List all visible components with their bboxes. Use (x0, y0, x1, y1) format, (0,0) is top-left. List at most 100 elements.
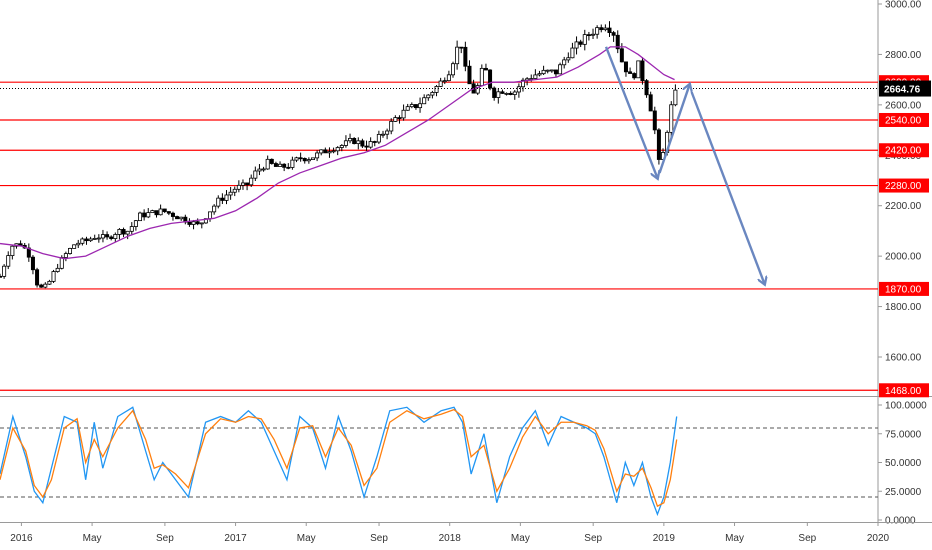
candle-body (236, 184, 241, 190)
candle-body (558, 64, 563, 75)
candle-body (413, 104, 418, 109)
level-price-tag (879, 143, 929, 158)
candle-body (422, 97, 427, 105)
candle-body (595, 27, 600, 35)
candle-body (199, 222, 204, 225)
candle-body (76, 242, 81, 246)
candle-body (265, 158, 270, 170)
candle-body (591, 33, 596, 36)
candle-body (673, 89, 678, 106)
candle-body (315, 152, 320, 159)
candle-body (290, 159, 295, 168)
projection-arrow[interactable] (690, 91, 765, 284)
candle-body (10, 245, 15, 257)
level-price-tag (879, 178, 929, 193)
time-tick-label: 2020 (867, 533, 890, 544)
projection-arrow[interactable] (658, 85, 690, 174)
candle-body (117, 229, 122, 235)
osc-tick-label: 100.0000 (885, 401, 927, 412)
candle-body (603, 27, 608, 31)
candle-body (418, 103, 423, 109)
candle-body (100, 234, 105, 239)
candle-body (220, 197, 225, 201)
candle-body (356, 140, 361, 145)
candle-body (68, 248, 73, 254)
candle-body (257, 168, 262, 172)
candle-body (376, 133, 381, 143)
candle-body (232, 188, 237, 193)
price-tick-label: 3000.00 (885, 0, 922, 11)
candle-body (640, 60, 645, 82)
candle-body (541, 69, 546, 75)
candle-body (582, 34, 587, 45)
level-price-label: 1468.00 (885, 386, 922, 397)
price-pane[interactable]: 3000.002800.002600.002400.002200.002000.… (0, 0, 932, 522)
moving-average-line[interactable] (0, 46, 675, 260)
candle-body (331, 150, 336, 153)
candle-body (570, 47, 575, 59)
projection-arrow[interactable] (604, 46, 657, 178)
candle-body (492, 87, 497, 98)
level-price-label: 2280.00 (885, 181, 922, 192)
candle-body (6, 255, 11, 267)
candle-body (92, 238, 97, 240)
candle-body (158, 208, 163, 216)
candle-body (212, 205, 217, 213)
candle-body (245, 182, 250, 186)
candle-body (129, 226, 134, 232)
candle-body (323, 149, 328, 154)
candle-body (599, 27, 604, 31)
candle-body (352, 137, 357, 145)
stochastic-d-line[interactable] (0, 408, 678, 508)
oscillator-pane[interactable]: 100.0000 75.0000 50.0000 25.0000 0.0000 (0, 401, 927, 527)
time-tick-label: Sep (370, 533, 388, 544)
candle-body (319, 149, 324, 154)
time-tick-label: Sep (584, 533, 602, 544)
candle-body (273, 163, 278, 167)
candle-body (463, 46, 468, 67)
candle-body (150, 210, 155, 214)
time-tick-label: 2019 (653, 533, 676, 544)
level-price-tag (879, 383, 929, 398)
time-tick-label: Sep (798, 533, 816, 544)
candle-body (521, 79, 526, 88)
candle-body (39, 284, 44, 288)
osc-tick-label: 0.0000 (885, 516, 916, 527)
candle-body (63, 253, 68, 258)
candle-body (607, 27, 612, 34)
candle-body (574, 41, 579, 49)
candle-body (533, 74, 538, 79)
candle-body (339, 145, 344, 148)
candle-body (467, 65, 472, 85)
candle-body (105, 234, 110, 238)
current-price-tag (879, 80, 931, 97)
candle-body (652, 110, 657, 131)
candle-body (302, 158, 307, 162)
current-price-label: 2664.76 (884, 85, 921, 96)
candle-body (372, 141, 377, 143)
candle-body (348, 137, 353, 142)
candle-body (133, 220, 138, 227)
price-tick-label: 2200.00 (885, 201, 922, 212)
candle-body (483, 67, 488, 71)
candle-body (656, 129, 661, 160)
level-price-label: 2420.00 (885, 146, 922, 157)
candle-body (393, 117, 398, 122)
candle-body (294, 157, 299, 161)
level-price-label: 2540.00 (885, 115, 922, 126)
time-axis: 2016 May Sep 2017 May Sep 2018 May Sep 2019 May Sep… (0, 522, 932, 544)
candle-body (455, 46, 460, 65)
candle-body (669, 104, 674, 133)
candle-body (310, 157, 315, 161)
level-price-tag (879, 281, 929, 296)
candle-body (166, 211, 171, 214)
stochastic-k-line[interactable] (0, 406, 678, 517)
candle-body (18, 243, 23, 246)
time-tick-label: May (511, 533, 530, 544)
candle-body (380, 133, 385, 136)
candle-body (553, 69, 558, 75)
candle-body (459, 46, 464, 49)
candle-body (261, 168, 266, 171)
price-tick-label: 2800.00 (885, 50, 922, 61)
candle-body (578, 41, 583, 45)
